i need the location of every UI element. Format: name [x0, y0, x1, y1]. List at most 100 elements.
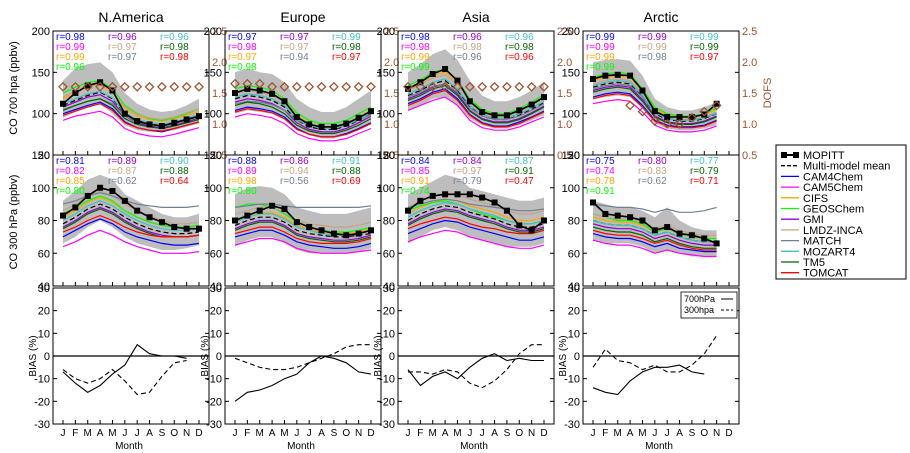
r-value-cam4chem: r=0.75 — [586, 156, 615, 167]
month-tick-label: S — [689, 428, 696, 439]
series-line-gmi — [592, 223, 717, 246]
dofs-tick-label: 1.5 — [212, 88, 227, 100]
plot-area-arctic-co300 — [590, 199, 720, 258]
mopitt-point — [330, 123, 337, 130]
mopitt-point — [121, 110, 128, 117]
month-tick-label: M — [429, 428, 437, 439]
dofs-marker — [477, 81, 488, 92]
dofs-marker — [328, 81, 339, 92]
mopitt-point — [664, 113, 671, 120]
mopitt-point — [343, 232, 350, 239]
y-tick-label-co300: 60 — [210, 248, 222, 260]
legend-label-match: MATCH — [803, 236, 841, 248]
r-value-lmdz-inca: r=0.99 — [638, 42, 667, 53]
dofs-tick-label: 1.5 — [557, 88, 572, 100]
dofs-tick-label: 2.5 — [742, 26, 757, 38]
mopitt-point — [590, 75, 596, 82]
dofs-tick-label: 1.0 — [742, 119, 757, 131]
mopitt-point — [503, 207, 510, 214]
legend-label-multi-model-mean: Multi-model mean — [803, 161, 890, 173]
r-value-tomcat: r=0.64 — [160, 176, 189, 187]
dofs-tick-label: 1.0 — [212, 119, 227, 131]
mopitt-point — [602, 210, 609, 217]
y-tick-label-co700: 150 — [32, 67, 50, 79]
dofs-marker — [403, 81, 413, 92]
panel-title-arctic: Arctic — [644, 9, 679, 25]
dofs-marker — [169, 81, 180, 92]
r-value-cam4chem: r=0.88 — [228, 156, 257, 167]
series-line-tm5 — [592, 226, 717, 249]
mopitt-point — [541, 217, 547, 224]
series-line-tomcat — [234, 108, 372, 138]
y-tick-label-co300: 120 — [377, 150, 395, 162]
series-line-cam5chem — [62, 229, 200, 254]
r-value-tm5: r=0.88 — [160, 166, 189, 177]
bias-axis-label: BIAS (%) — [558, 335, 569, 376]
bias-line-700hpa — [592, 364, 705, 396]
mopitt-point — [688, 113, 695, 120]
month-axis-label-3: Month — [460, 441, 488, 452]
r-value-cifs: r=0.98 — [228, 176, 257, 187]
r-value-cam5chem: r=0.99 — [586, 42, 615, 53]
r-value-cam4chem: r=0.98 — [56, 32, 85, 43]
y-tick-label-co300: 60 — [383, 248, 395, 260]
r-value-geoschem: r=0.80 — [56, 186, 85, 197]
y-tick-label-co300: 40 — [383, 281, 395, 293]
series-line-cam4chem — [407, 88, 545, 127]
legend-label-tm5: TM5 — [803, 257, 825, 269]
y-tick-label-co700: 150 — [377, 67, 395, 79]
r-value-gmi: r=0.97 — [280, 32, 309, 43]
mopitt-point — [368, 227, 374, 234]
mopitt-point — [355, 114, 362, 121]
y-tick-label-co700: 200 — [204, 26, 222, 38]
dofs-marker — [119, 81, 130, 92]
series-line-cam4chem — [592, 233, 717, 253]
dofs-tick-label: 1.5 — [742, 88, 757, 100]
mopitt-point — [134, 118, 141, 125]
dofs-marker — [107, 81, 118, 92]
dofs-tick-label: 2.5 — [557, 26, 572, 38]
y-tick-label-bias: 10 — [38, 328, 50, 340]
mopitt-point — [516, 107, 523, 114]
bias-line-700hpa — [234, 355, 372, 402]
month-tick-label: J — [61, 428, 66, 439]
legend-label-mopitt: MOPITT — [803, 150, 845, 162]
row-label-co300: CO 300 hPa (ppbv) — [8, 175, 20, 270]
series-line-geoschem — [234, 84, 372, 125]
mopitt-point — [639, 217, 646, 224]
dofs-marker — [95, 81, 106, 92]
mopitt-point — [293, 113, 300, 120]
series-line-tm5 — [407, 210, 545, 233]
r-value-mozart4: r=0.99 — [690, 32, 719, 43]
r-value-cifs: r=0.99 — [401, 52, 430, 63]
mopitt-point — [343, 120, 350, 127]
mopitt-point — [306, 121, 313, 128]
mopitt-point — [183, 225, 190, 232]
mopitt-point — [72, 204, 79, 211]
bias-line-700hpa — [407, 353, 544, 387]
dofs-marker — [156, 81, 167, 92]
r-value-cifs: r=0.78 — [586, 176, 615, 187]
month-tick-label: A — [97, 428, 104, 439]
r-value-lmdz-inca: r=0.97 — [453, 166, 482, 177]
series-line-mozart4 — [62, 200, 200, 231]
mopitt-point — [454, 191, 461, 198]
month-axis-label-2: Month — [287, 441, 315, 452]
panel-n-america: N.America501001502000.51.01.52.02.5r=0.9… — [28, 9, 227, 439]
r-value-cam4chem: r=0.81 — [56, 156, 85, 167]
y-tick-label-bias: 0 — [389, 351, 395, 363]
legend-marker-mopitt — [793, 152, 799, 158]
mopitt-point — [269, 202, 276, 209]
r-value-lmdz-inca: r=0.83 — [638, 166, 667, 177]
r-value-match: r=0.98 — [638, 52, 667, 63]
month-tick-label: F — [417, 428, 423, 439]
month-tick-label: J — [406, 428, 411, 439]
month-tick-label: A — [269, 428, 276, 439]
mopitt-point — [614, 71, 621, 78]
dofs-tick-label: 1.5 — [384, 88, 399, 100]
y-tick-label-co300: 40 — [210, 281, 222, 293]
y-tick-label-co700: 50 — [210, 150, 222, 162]
